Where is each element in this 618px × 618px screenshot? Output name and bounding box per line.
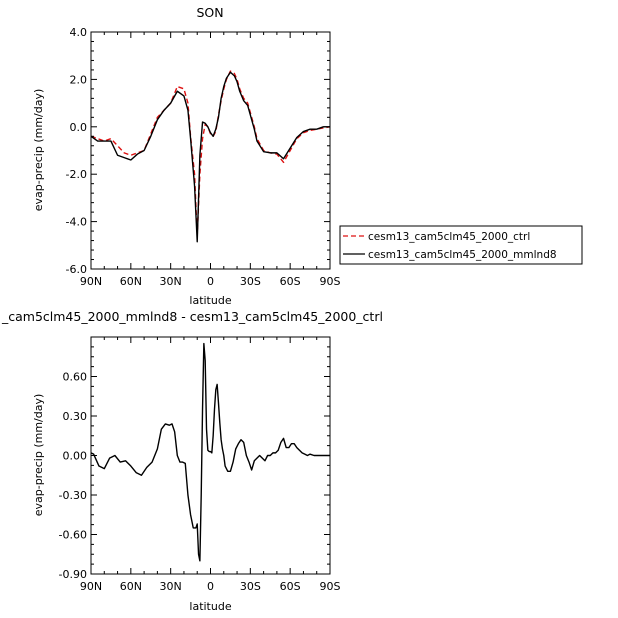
top-chart-title: SON — [196, 5, 223, 20]
y-tick-label: 4.0 — [70, 26, 88, 39]
x-tick-label: 30S — [240, 275, 261, 288]
y-tick-label: -6.0 — [66, 263, 87, 276]
x-tick-label: 60S — [280, 580, 301, 593]
y-tick-label: 2.0 — [70, 73, 88, 86]
x-tick-label: 60N — [120, 275, 142, 288]
legend-box — [339, 225, 583, 265]
x-tick-label: 90S — [320, 580, 341, 593]
top-series-line-0 — [90, 70, 331, 237]
top-series-line-1 — [90, 71, 330, 243]
x-tick-label: 90N — [80, 580, 102, 593]
x-tick-label: 90N — [80, 275, 102, 288]
top-panel: SON -6.0 -4.0 -2.0 0.0 2.0 4.0 90N 60N 30N 0 30S 60… — [32, 5, 341, 307]
bottom-y-axis-label: evap-precip (mm/day) — [32, 394, 45, 517]
top-y-axis-label: evap-precip (mm/day) — [32, 89, 45, 212]
bottom-panel: _cam5clm45_2000_mmlnd8 - cesm13_cam5clm4… — [1, 309, 383, 613]
y-tick-label: 0.30 — [63, 410, 88, 423]
x-tick-label: 60N — [120, 580, 142, 593]
bottom-x-axis-label: latitude — [189, 600, 231, 613]
y-tick-label: -0.90 — [59, 568, 87, 581]
legend[interactable]: cesm13_cam5clm45_2000_ctrl cesm13_cam5cl… — [339, 225, 583, 265]
x-tick-label: 30S — [240, 580, 261, 593]
y-tick-label: 0.60 — [63, 371, 88, 384]
top-plot-frame — [90, 31, 331, 270]
top-x-axis-label: latitude — [189, 294, 231, 307]
x-tick-label: 90S — [320, 275, 341, 288]
x-tick-label: 30N — [160, 275, 182, 288]
y-tick-label: -4.0 — [66, 216, 87, 229]
x-tick-label: 30N — [160, 580, 182, 593]
legend-label-mmlnd8: cesm13_cam5clm45_2000_mmlnd8 — [368, 249, 557, 261]
legend-label-ctrl: cesm13_cam5clm45_2000_ctrl — [368, 231, 530, 243]
y-tick-label: -0.30 — [59, 489, 87, 502]
bottom-plot-frame — [90, 336, 331, 575]
y-tick-label: 0.00 — [63, 450, 88, 463]
y-tick-label: 0.0 — [70, 121, 88, 134]
x-tick-label: 0 — [207, 580, 214, 593]
bottom-series-line-0 — [90, 342, 330, 562]
x-tick-label: 60S — [280, 275, 301, 288]
y-tick-label: -2.0 — [66, 168, 87, 181]
y-tick-label: -0.60 — [59, 529, 87, 542]
x-tick-label: 0 — [207, 275, 214, 288]
bottom-chart-title: _cam5clm45_2000_mmlnd8 - cesm13_cam5clm4… — [1, 309, 383, 324]
